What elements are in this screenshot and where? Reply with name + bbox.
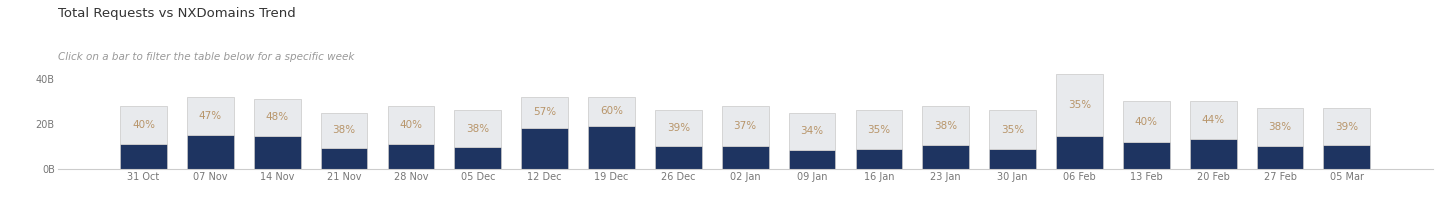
Bar — [789, 113, 835, 150]
Bar — [187, 97, 233, 135]
Bar — [387, 144, 435, 169]
Bar — [1257, 108, 1303, 146]
Text: 34%: 34% — [801, 126, 824, 136]
Bar — [1189, 139, 1237, 169]
Bar — [387, 106, 435, 144]
Bar — [1056, 74, 1103, 136]
Bar — [521, 97, 567, 128]
Text: 39%: 39% — [1335, 122, 1358, 132]
Text: Total Requests vs NXDomains Trend: Total Requests vs NXDomains Trend — [58, 7, 295, 20]
Bar — [923, 145, 969, 169]
Text: 60%: 60% — [600, 106, 624, 116]
Bar — [120, 106, 167, 144]
Text: 38%: 38% — [467, 124, 490, 134]
Bar — [1323, 108, 1371, 145]
Bar — [1123, 101, 1169, 142]
Bar — [789, 150, 835, 169]
Bar — [120, 144, 167, 169]
Bar — [588, 97, 635, 126]
Bar — [855, 149, 903, 169]
Bar — [1056, 136, 1103, 169]
Bar — [321, 148, 367, 169]
Bar — [588, 126, 635, 169]
Bar — [1123, 142, 1169, 169]
Text: 40%: 40% — [132, 120, 156, 130]
Bar — [253, 99, 301, 136]
Text: 57%: 57% — [533, 107, 556, 117]
Text: 40%: 40% — [399, 120, 422, 130]
Text: 38%: 38% — [333, 125, 356, 135]
Text: 38%: 38% — [935, 120, 958, 130]
Text: 48%: 48% — [265, 112, 289, 122]
Text: 44%: 44% — [1201, 115, 1225, 125]
Bar — [455, 110, 501, 147]
Bar — [923, 106, 969, 145]
Text: 40%: 40% — [1135, 117, 1158, 127]
Bar — [1323, 145, 1371, 169]
Bar — [721, 146, 769, 169]
Bar — [253, 136, 301, 169]
Bar — [455, 147, 501, 169]
Bar — [855, 110, 903, 149]
Text: 38%: 38% — [1269, 122, 1292, 132]
Bar — [187, 135, 233, 169]
Text: 35%: 35% — [1001, 125, 1024, 135]
Bar — [521, 128, 567, 169]
Text: 35%: 35% — [1068, 100, 1092, 110]
Bar — [721, 106, 769, 146]
Bar — [989, 110, 1035, 149]
Bar — [1189, 101, 1237, 139]
Text: 37%: 37% — [733, 121, 757, 131]
Bar — [1257, 146, 1303, 169]
Bar — [655, 110, 701, 146]
Bar — [321, 113, 367, 148]
Bar — [655, 146, 701, 169]
Text: 35%: 35% — [867, 125, 890, 135]
Text: 47%: 47% — [199, 111, 222, 121]
Bar — [989, 149, 1035, 169]
Text: Click on a bar to filter the table below for a specific week: Click on a bar to filter the table below… — [58, 52, 354, 62]
Text: 39%: 39% — [667, 123, 690, 133]
